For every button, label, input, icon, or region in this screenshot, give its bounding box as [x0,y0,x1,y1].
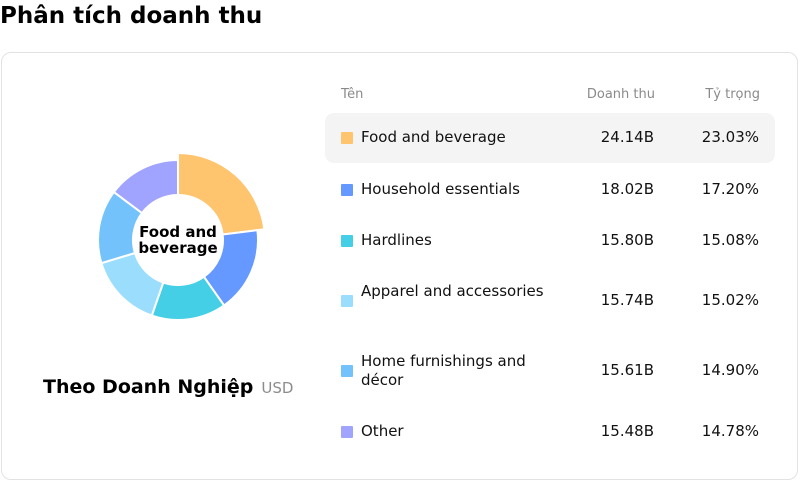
column-header-revenue[interactable]: Doanh thu [586,87,655,102]
column-header-share[interactable]: Tỷ trọng [705,87,760,102]
row-revenue: 15.74B [600,291,654,309]
row-share: 14.90% [701,361,759,379]
legend-swatch [341,426,353,438]
table-row[interactable]: Hardlines 15.80B 15.08% [325,217,775,265]
row-name: Home furnishings and décor [361,352,526,389]
row-name: Household essentials [361,180,520,198]
table-row[interactable]: Apparel and accessories 15.74B 15.02% [325,268,775,334]
row-revenue: 24.14B [600,128,654,146]
table-row[interactable]: Home furnishings and décor 15.61B 14.90% [325,338,775,404]
donut-slice[interactable] [177,151,266,236]
row-name: Apparel and accessories [361,282,544,300]
donut-svg [97,151,266,321]
donut-slice[interactable] [112,158,179,215]
legend-swatch [341,365,353,377]
row-share: 14.78% [701,422,759,440]
row-name: Food and beverage [361,128,506,146]
table-row[interactable]: Household essentials 18.02B 17.20% [325,166,775,214]
table-row[interactable]: Other 15.48B 14.78% [325,408,775,456]
row-share: 15.08% [701,231,759,249]
legend-swatch [341,235,353,247]
row-revenue: 15.80B [600,231,654,249]
row-name: Other [361,422,404,440]
column-header-name[interactable]: Tên [341,87,364,102]
row-share: 17.20% [701,180,759,198]
donut-chart: Food and beverage [88,150,268,330]
page-title: Phân tích doanh thu [0,3,263,29]
row-revenue: 15.61B [600,361,654,379]
currency-unit: USD [261,379,294,397]
table-row[interactable]: Food and beverage 24.14B 23.03% [325,113,775,163]
row-revenue: 15.48B [600,422,654,440]
row-share: 15.02% [701,291,759,309]
legend-swatch [341,132,353,144]
chart-subtitle-row: Theo Doanh Nghiệp USD [43,376,293,398]
row-revenue: 18.02B [600,180,654,198]
legend-swatch [341,184,353,196]
legend-swatch [341,295,353,307]
row-share: 23.03% [701,128,759,146]
row-name: Hardlines [361,231,432,249]
donut-slice[interactable] [100,251,165,317]
chart-subtitle: Theo Doanh Nghiệp [43,376,254,398]
